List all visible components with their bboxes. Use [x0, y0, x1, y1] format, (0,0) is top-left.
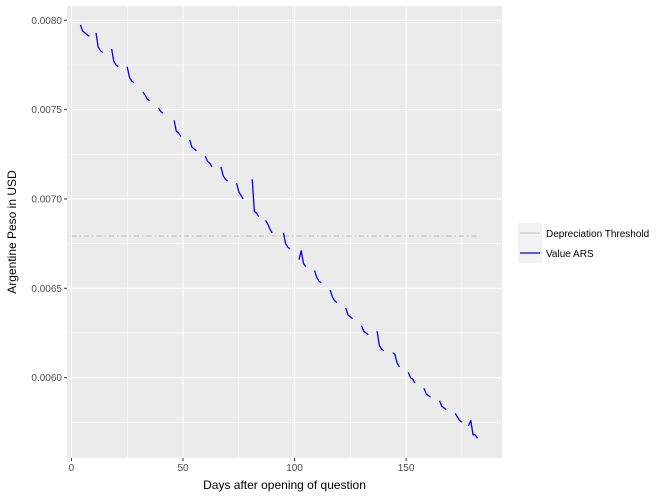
plot-panel — [67, 6, 502, 458]
y-tick-label: 0.0065 — [31, 284, 62, 295]
series-value-ars-segment — [110, 48, 119, 68]
series-value-ars-segment — [360, 325, 369, 336]
x-axis: 0 50 100 150 — [69, 458, 415, 474]
series-value-ars-segment — [392, 352, 400, 368]
series-value-ars-segment — [204, 155, 213, 168]
series-value-ars-segment — [298, 250, 307, 268]
series-value-ars-segment — [282, 232, 291, 250]
x-axis-title: Days after opening of question — [203, 478, 366, 492]
series-value-ars-segment — [220, 166, 229, 182]
series-value-ars-segment — [251, 179, 260, 218]
legend-label-threshold: Depreciation Threshold — [546, 229, 649, 240]
series-value-ars-segment — [157, 107, 164, 114]
series-value-ars-segment — [79, 24, 90, 37]
series-value-ars-segment — [313, 270, 322, 284]
legend-label-value: Value ARS — [546, 249, 594, 260]
series-value-ars-segment — [438, 400, 447, 411]
series-value-ars-segment — [376, 331, 385, 352]
series-value-ars-segment — [142, 91, 150, 102]
series-value-ars-segment — [235, 182, 244, 200]
series-value-ars-segment — [423, 388, 432, 398]
series-value-ars-segment — [467, 419, 479, 439]
x-tick-label: 150 — [398, 463, 415, 474]
x-tick-label: 0 — [69, 463, 75, 474]
series-value-ars-segment — [407, 371, 416, 384]
series-value-ars-segment — [95, 32, 104, 54]
y-axis-title: Argentine Peso in USD — [5, 170, 19, 294]
y-tick-label: 0.0080 — [31, 16, 62, 27]
legend: Depreciation Threshold Value ARS — [518, 223, 649, 263]
grid-major — [67, 6, 502, 458]
series-value-ars-segment — [126, 66, 135, 84]
series-value-ars-segment — [454, 412, 463, 423]
y-tick-label: 0.0060 — [31, 373, 62, 384]
x-tick-label: 100 — [286, 463, 303, 474]
series-value-ars-segment — [173, 120, 182, 137]
series-value-ars-segment — [345, 307, 353, 320]
series-value-ars-segment — [189, 139, 197, 152]
y-tick-label: 0.0075 — [31, 105, 62, 116]
series-layer — [71, 24, 480, 439]
series-value-ars-segment — [329, 289, 338, 304]
series-value-ars-segment — [264, 220, 273, 234]
x-tick-label: 50 — [177, 463, 189, 474]
y-tick-label: 0.0070 — [31, 194, 62, 205]
y-axis: 0.0060 0.0065 0.0070 0.0075 0.0080 — [31, 16, 67, 384]
grid-minor — [67, 6, 502, 458]
